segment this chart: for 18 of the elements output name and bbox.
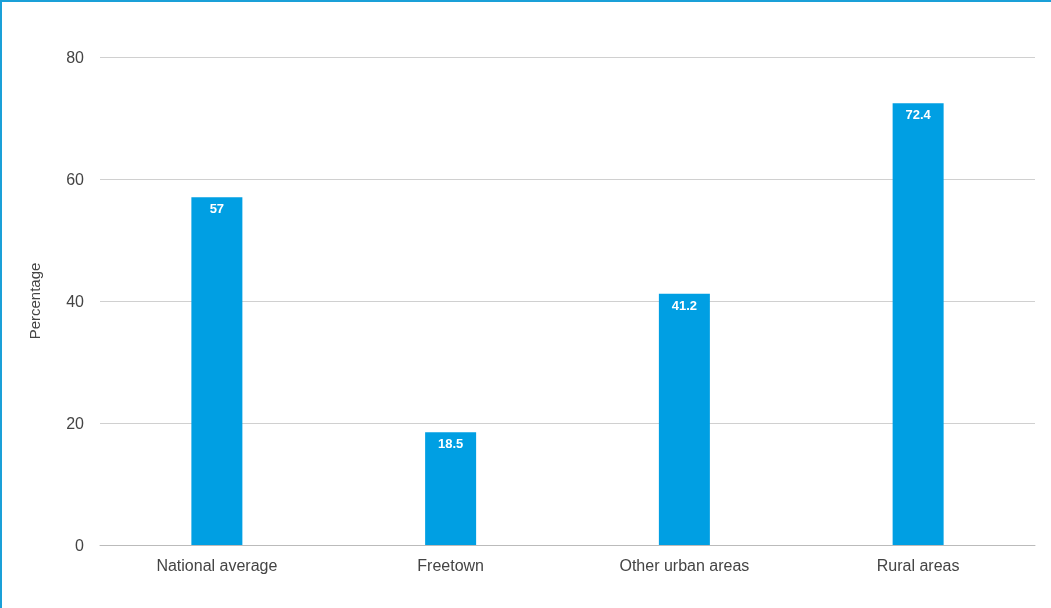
y-tick-label: 80 (66, 48, 85, 66)
y-tick-label: 20 (66, 414, 85, 432)
x-tick-label: Other urban areas (619, 556, 750, 574)
data-label: 72.4 (905, 107, 932, 123)
y-tick-label: 40 (66, 292, 85, 310)
bar (658, 293, 710, 545)
y-tick-label: 60 (66, 170, 85, 188)
y-axis-title: Percentage (26, 262, 43, 340)
x-tick-label: Freetown (417, 556, 484, 574)
x-tick-label: National average (156, 556, 278, 574)
y-tick-label: 0 (75, 536, 85, 554)
data-label: 41.2 (671, 297, 698, 313)
bar (191, 197, 243, 545)
bar (425, 432, 477, 545)
bar (892, 103, 944, 545)
x-tick-label: Rural areas (876, 556, 960, 574)
data-label: 57 (209, 201, 225, 217)
data-label: 18.5 (437, 436, 464, 452)
